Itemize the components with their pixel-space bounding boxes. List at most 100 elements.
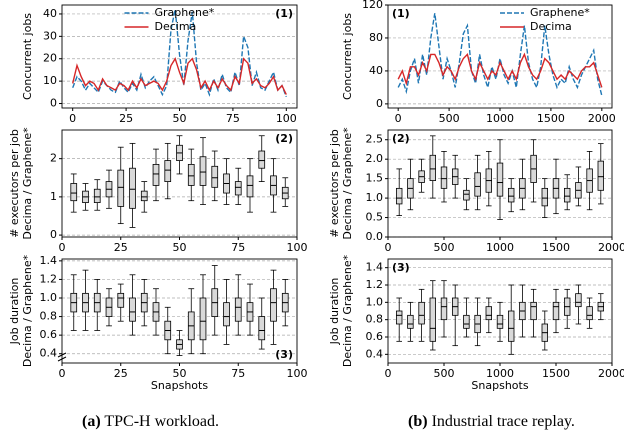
caption-text: Industrial trace replay. [432, 413, 575, 430]
y-tick-label: 1.0 [40, 291, 58, 304]
x-axis-label: Snapshots [151, 379, 208, 392]
box [234, 297, 242, 322]
plot-frame [387, 4, 613, 109]
box [117, 292, 125, 308]
x-tick-label: 0 [385, 367, 392, 380]
x-tick-label: 25 [119, 112, 133, 125]
y-tick-label: 0.4 [40, 347, 58, 360]
x-tick-label: 2000 [598, 367, 624, 380]
box [258, 150, 266, 169]
y-tick-label: 2 [50, 152, 57, 165]
x-tick-label: 0 [385, 241, 392, 254]
y-tick-label: 80 [369, 31, 383, 44]
x-tick-label: 0 [395, 112, 402, 125]
y-tick-label: 1.4 [366, 261, 384, 274]
y-tick-label: 1 [50, 190, 57, 203]
legend-label: Graphene* [155, 6, 215, 19]
x-tick-label: 75 [231, 367, 245, 380]
y-axis-label: Concurrent jobs [21, 13, 34, 100]
x-tick-label: 75 [231, 241, 245, 254]
caption: (a) TPC-H workload. [82, 413, 219, 430]
panel-annotation: (3) [392, 261, 410, 274]
box [211, 165, 219, 188]
y-tick-label: 0.5 [366, 211, 384, 224]
y-tick-label: 0 [50, 228, 57, 241]
plot-frame [387, 129, 613, 238]
y-tick-label: 1.2 [366, 278, 384, 291]
y-axis-label: Decima / Graphene* [341, 127, 354, 240]
x-tick-label: 0 [59, 241, 66, 254]
y-tick-label: 1.4 [40, 254, 58, 267]
box [234, 181, 242, 196]
box [507, 187, 515, 203]
box [199, 297, 207, 341]
x-tick-label: 500 [434, 241, 455, 254]
caption-label: (a) [82, 413, 101, 430]
x-tick-label: 0 [59, 367, 66, 380]
x-tick-label: 25 [114, 367, 128, 380]
x-tick-label: 1000 [486, 112, 514, 125]
y-tick-label: 0.6 [366, 330, 384, 343]
y-tick-label: 0.8 [40, 310, 58, 323]
box [463, 314, 470, 329]
axis-break [57, 352, 67, 358]
box [223, 302, 230, 327]
box [418, 301, 425, 325]
box [463, 189, 470, 201]
box [129, 167, 136, 209]
x-tick-label: 1500 [537, 112, 565, 125]
y-tick-label: 40 [369, 64, 383, 77]
box [429, 297, 436, 342]
box [586, 306, 593, 321]
plot-frame [387, 258, 613, 364]
caption-text: TPC-H workload. [104, 413, 219, 430]
y-tick-label: 1.2 [40, 272, 58, 285]
y-tick-label: 0.0 [366, 230, 384, 243]
y-axis-label: Decima / Graphene* [21, 254, 34, 367]
box [474, 172, 481, 197]
y-tick-label: 2.5 [366, 133, 384, 146]
y-tick-label: 30 [43, 29, 57, 42]
x-tick-label: 100 [287, 367, 308, 380]
box [93, 188, 101, 204]
box [140, 190, 148, 202]
box [485, 306, 492, 321]
legend-label: Decima [155, 20, 197, 33]
y-tick-label: 0 [50, 97, 57, 110]
x-tick-label: 75 [226, 112, 240, 125]
line-series [397, 52, 603, 88]
box [507, 310, 515, 342]
panel-annotation: (1) [275, 7, 293, 20]
y-tick-label: 1.0 [366, 295, 384, 308]
x-tick-label: 50 [173, 112, 187, 125]
box [246, 175, 254, 198]
box [270, 288, 277, 322]
y-tick-label: 0 [376, 97, 383, 110]
x-tick-label: 50 [173, 241, 187, 254]
x-axis-label: Snapshots [471, 379, 528, 392]
box [395, 187, 403, 205]
caption: (b) Industrial trace replay. [408, 413, 575, 430]
x-tick-label: 1000 [486, 241, 514, 254]
box [440, 297, 448, 321]
box [164, 160, 172, 182]
y-tick-label: 2.0 [366, 152, 384, 165]
box [152, 163, 160, 186]
box [541, 187, 548, 207]
y-tick-label: 120 [362, 0, 383, 11]
box [187, 163, 195, 186]
x-tick-label: 50 [173, 367, 187, 380]
plot-frame [61, 258, 298, 364]
legend-label: Decima [530, 20, 572, 33]
x-tick-label: 1000 [486, 367, 514, 380]
line-series [72, 9, 287, 98]
y-tick-label: 1.5 [366, 172, 384, 185]
x-tick-label: 100 [287, 241, 308, 254]
x-tick-label: 25 [114, 241, 128, 254]
y-axis-label: Job duration [8, 278, 21, 346]
y-tick-label: 1.0 [366, 191, 384, 204]
box [496, 162, 504, 197]
box [440, 166, 448, 189]
box [117, 169, 125, 207]
